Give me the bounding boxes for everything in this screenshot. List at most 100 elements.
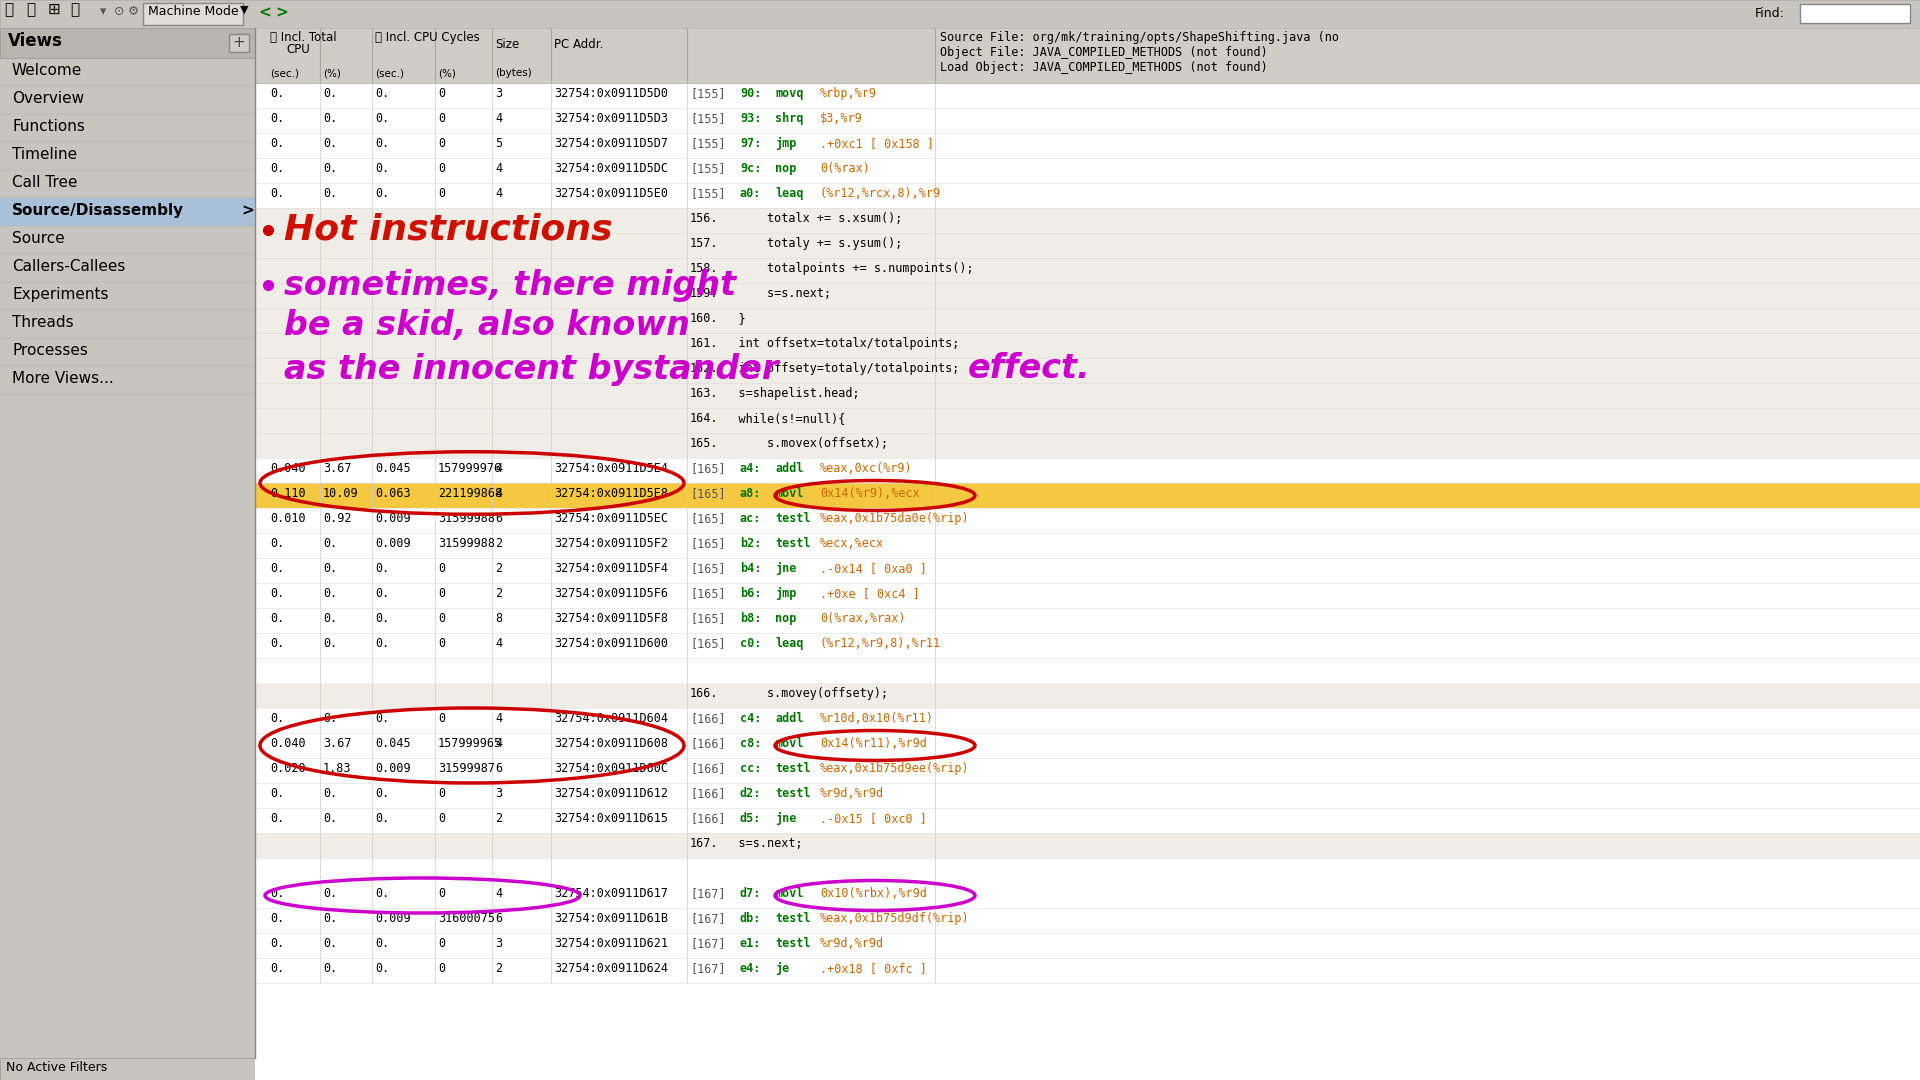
- Text: 0.: 0.: [271, 712, 284, 725]
- Text: ⚙: ⚙: [129, 5, 140, 18]
- Text: [155]: [155]: [689, 187, 726, 200]
- Text: Processes: Processes: [12, 343, 88, 357]
- Bar: [255, 483, 1920, 508]
- Bar: [255, 208, 1920, 233]
- Text: 163.: 163.: [689, 387, 718, 400]
- Text: cc:: cc:: [739, 762, 762, 775]
- Text: a4:: a4:: [739, 462, 762, 475]
- Text: 0.009: 0.009: [374, 762, 411, 775]
- Text: 90:: 90:: [739, 87, 762, 100]
- Text: d2:: d2:: [739, 787, 762, 800]
- Text: %rbp,%r9: %rbp,%r9: [820, 87, 877, 100]
- Text: 32754:0x0911D5F6: 32754:0x0911D5F6: [555, 588, 668, 600]
- Text: 32754:0x0911D5F8: 32754:0x0911D5F8: [555, 612, 668, 625]
- Text: 0.: 0.: [323, 912, 338, 924]
- Text: PC Addr.: PC Addr.: [555, 38, 603, 51]
- Text: [166]: [166]: [689, 712, 726, 725]
- Text: e1:: e1:: [739, 937, 762, 950]
- Text: 32754:0x0911D5F2: 32754:0x0911D5F2: [555, 537, 668, 550]
- Text: c4:: c4:: [739, 712, 762, 725]
- Text: s=s.next;: s=s.next;: [710, 287, 831, 300]
- Text: totaly += s.ysum();: totaly += s.ysum();: [710, 237, 902, 249]
- Text: movl: movl: [776, 487, 803, 500]
- Text: [165]: [165]: [689, 462, 726, 475]
- Text: jne: jne: [776, 812, 797, 825]
- Text: 0.: 0.: [374, 87, 390, 100]
- Text: 156.: 156.: [689, 212, 718, 225]
- Text: s=s.next;: s=s.next;: [710, 837, 803, 850]
- Text: 2: 2: [495, 812, 503, 825]
- Text: [167]: [167]: [689, 912, 726, 924]
- Text: 0.: 0.: [271, 812, 284, 825]
- Bar: [142, 3, 244, 25]
- Text: Load Object: JAVA_COMPILED_METHODS (not found): Load Object: JAVA_COMPILED_METHODS (not …: [941, 60, 1267, 75]
- Text: addl: addl: [776, 712, 803, 725]
- Text: 159.: 159.: [689, 287, 718, 300]
- Text: 157.: 157.: [689, 237, 718, 249]
- Text: 10.09: 10.09: [323, 487, 359, 500]
- Bar: [0, 0, 1920, 28]
- Bar: [255, 408, 1920, 433]
- Text: 0.92: 0.92: [323, 512, 351, 525]
- Text: 31600075: 31600075: [438, 912, 495, 924]
- Text: je: je: [776, 962, 789, 975]
- Text: Timeline: Timeline: [12, 147, 77, 162]
- Text: [165]: [165]: [689, 588, 726, 600]
- Text: 32754:0x0911D621: 32754:0x0911D621: [555, 937, 668, 950]
- Bar: [255, 308, 1920, 333]
- Text: 0.040: 0.040: [271, 737, 305, 750]
- Text: leaq: leaq: [776, 187, 803, 200]
- Text: 32754:0x0911D600: 32754:0x0911D600: [555, 637, 668, 650]
- Text: 167.: 167.: [689, 837, 718, 850]
- Text: as the innocent bystander: as the innocent bystander: [284, 352, 778, 386]
- Bar: [0, 1058, 255, 1080]
- Text: .+0xe [ 0xc4 ]: .+0xe [ 0xc4 ]: [820, 588, 920, 600]
- Text: Welcome: Welcome: [12, 63, 83, 78]
- Text: 0: 0: [438, 87, 445, 100]
- Text: >: >: [242, 203, 253, 218]
- Text: 3.67: 3.67: [323, 737, 351, 750]
- Text: %r9d,%r9d: %r9d,%r9d: [820, 937, 883, 950]
- Text: be a skid, also known: be a skid, also known: [284, 310, 689, 342]
- Text: (%r12,%r9,8),%r11: (%r12,%r9,8),%r11: [820, 637, 941, 650]
- Text: 0.110: 0.110: [271, 487, 305, 500]
- Text: 32754:0x0911D5E4: 32754:0x0911D5E4: [555, 462, 668, 475]
- Text: 0.: 0.: [323, 637, 338, 650]
- Text: .-0x15 [ 0xc0 ]: .-0x15 [ 0xc0 ]: [820, 812, 927, 825]
- Text: 0.: 0.: [323, 137, 338, 150]
- Text: 0.: 0.: [323, 962, 338, 975]
- Text: 166.: 166.: [689, 687, 718, 700]
- Text: Overview: Overview: [12, 91, 84, 106]
- Text: s.movex(offsetx);: s.movex(offsetx);: [710, 437, 889, 450]
- Text: 32754:0x0911D612: 32754:0x0911D612: [555, 787, 668, 800]
- Text: jmp: jmp: [776, 137, 797, 150]
- Text: 4: 4: [495, 637, 503, 650]
- Text: db:: db:: [739, 912, 762, 924]
- Text: 9c:: 9c:: [739, 162, 762, 175]
- Text: 0.: 0.: [323, 887, 338, 900]
- Text: 0.: 0.: [271, 637, 284, 650]
- Text: 🖥 Incl. CPU Cycles: 🖥 Incl. CPU Cycles: [374, 31, 480, 44]
- Text: 32754:0x0911D5D0: 32754:0x0911D5D0: [555, 87, 668, 100]
- Text: 32754:0x0911D617: 32754:0x0911D617: [555, 887, 668, 900]
- Text: 0.020: 0.020: [271, 762, 305, 775]
- Text: (bytes): (bytes): [495, 68, 532, 78]
- Text: 0.063: 0.063: [374, 487, 411, 500]
- Text: Threads: Threads: [12, 315, 73, 330]
- Text: testl: testl: [776, 512, 810, 525]
- Bar: [255, 357, 1920, 383]
- Text: ▾: ▾: [100, 5, 106, 18]
- Text: [167]: [167]: [689, 937, 726, 950]
- Text: 0(%rax,%rax): 0(%rax,%rax): [820, 612, 906, 625]
- Text: CPU: CPU: [286, 43, 309, 56]
- Text: [165]: [165]: [689, 487, 726, 500]
- Text: }: }: [710, 312, 745, 325]
- Text: 0: 0: [438, 162, 445, 175]
- Text: >: >: [275, 5, 288, 21]
- Text: 0.009: 0.009: [374, 537, 411, 550]
- Text: 0.045: 0.045: [374, 737, 411, 750]
- Text: 32754:0x0911D624: 32754:0x0911D624: [555, 962, 668, 975]
- Text: e4:: e4:: [739, 962, 762, 975]
- Text: 0.040: 0.040: [271, 462, 305, 475]
- Text: 4: 4: [495, 112, 503, 125]
